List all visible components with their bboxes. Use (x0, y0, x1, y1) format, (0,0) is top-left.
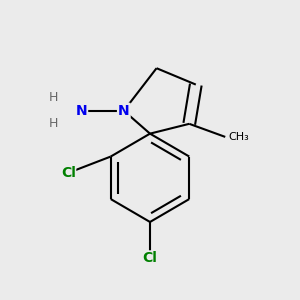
Text: Cl: Cl (142, 251, 158, 265)
Text: H: H (49, 91, 58, 104)
Text: N: N (76, 104, 87, 118)
Text: Cl: Cl (61, 166, 76, 180)
Text: H: H (49, 117, 58, 130)
Text: CH₃: CH₃ (229, 132, 249, 142)
Text: N: N (118, 104, 130, 118)
